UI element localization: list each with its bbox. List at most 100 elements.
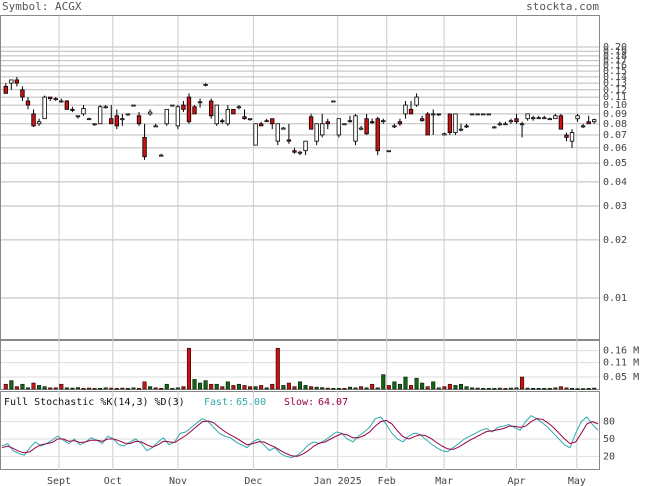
volume-tick-label: 0.05 M [603, 372, 639, 383]
volume-bar-up [25, 387, 31, 390]
candle [586, 115, 591, 125]
candle [25, 97, 31, 110]
candle [303, 140, 308, 156]
candle [270, 118, 275, 130]
volume-bar-up [508, 387, 513, 390]
candle-body-up [481, 113, 486, 116]
candle [408, 100, 414, 115]
candle-body-up [403, 104, 408, 115]
price-tick-label: 0.20 [603, 42, 627, 53]
volume-bar-up [420, 382, 425, 390]
volume-bar-down [142, 381, 147, 390]
fast-label: Fast: [204, 397, 234, 408]
candle [242, 109, 247, 120]
candle [569, 129, 575, 148]
candle-body-up [553, 115, 558, 120]
candle [131, 104, 136, 107]
candle-body-up [575, 115, 580, 120]
volume-bar-down [425, 386, 430, 390]
candle-body-up [131, 104, 136, 107]
volume-bar-down [270, 383, 275, 390]
candle-body-down [325, 121, 330, 125]
candle-body-down [14, 79, 20, 84]
volume-bar-up [364, 387, 369, 390]
stochastic-tick-label: 20 [603, 451, 615, 462]
candle-body-down [586, 121, 591, 125]
fast-line [1, 415, 599, 459]
date-label: Sept [47, 476, 71, 486]
price-tick-label: 0.12 [603, 85, 627, 96]
price-tick-label: 0.17 [603, 56, 627, 67]
volume-bar-up [297, 381, 303, 390]
volume-bar-down [231, 385, 236, 390]
candle [575, 113, 580, 122]
volume-bar-down [359, 386, 364, 390]
candle [114, 109, 119, 130]
candle-body-down [136, 115, 142, 125]
candle-body-up [536, 117, 541, 120]
candle-body-up [353, 115, 358, 142]
candle [292, 147, 297, 154]
candle [225, 105, 231, 126]
candle [592, 118, 597, 124]
candle [120, 113, 125, 126]
candle [253, 123, 258, 146]
volume-bar-down [48, 387, 53, 390]
candle-body-up [530, 117, 536, 120]
volume-bar-up [575, 388, 580, 390]
candle-body-up [203, 83, 208, 86]
stochastic-tick-label: 50 [603, 434, 615, 445]
candle-body-up [59, 100, 64, 103]
candle [203, 83, 208, 87]
candle-body-up [225, 108, 231, 125]
volume-bar-up [198, 382, 203, 390]
candle-body-down [31, 113, 36, 127]
candle [308, 113, 314, 130]
candle [64, 100, 70, 110]
volume-bar-up [492, 388, 497, 390]
slow-value: 64.07 [318, 397, 348, 408]
candle-body-up [486, 113, 491, 116]
candle-body-up [264, 120, 269, 123]
volume-bar-up [397, 383, 402, 390]
candle-body-down [558, 115, 564, 130]
candle [369, 118, 375, 124]
price-tick-label: 0.02 [603, 235, 627, 246]
candle-body-up [314, 123, 319, 142]
candle-body-down [564, 134, 569, 138]
volume-bar-up [470, 387, 475, 390]
candle [109, 105, 114, 125]
candle [392, 123, 397, 129]
candle [220, 118, 225, 124]
candle-body-down [369, 121, 375, 124]
candle-body-up [97, 106, 103, 125]
volume-bar-up [303, 385, 308, 390]
candle-body-up [303, 140, 308, 152]
volume-bar-up [225, 381, 230, 390]
candle [125, 113, 131, 116]
candle [59, 98, 64, 103]
volume-bar-down [409, 385, 414, 390]
candle-body-up [175, 106, 181, 127]
price-tick-label: 0.16 [603, 61, 627, 72]
candle-body-down [308, 116, 314, 130]
candle-body-up [297, 151, 303, 154]
volume-bar-up [381, 374, 386, 390]
candle-body-up [275, 123, 280, 142]
volume-bar-up [581, 388, 586, 390]
candle-body-down [109, 118, 114, 125]
date-label: Jan 2025 [314, 476, 362, 486]
volume-bar-up [164, 383, 169, 390]
candle [530, 115, 536, 121]
candle [525, 113, 530, 121]
price-tick-label: 0.14 [603, 72, 627, 83]
volume-bar-down [564, 387, 569, 390]
price-tick-label: 0.01 [603, 293, 627, 304]
candle-body-up [42, 96, 47, 120]
candle-body-down [464, 125, 469, 128]
candle [475, 113, 480, 116]
candle [347, 115, 353, 123]
candle [320, 113, 325, 138]
candle-body-down [292, 150, 297, 153]
candle [553, 113, 558, 120]
